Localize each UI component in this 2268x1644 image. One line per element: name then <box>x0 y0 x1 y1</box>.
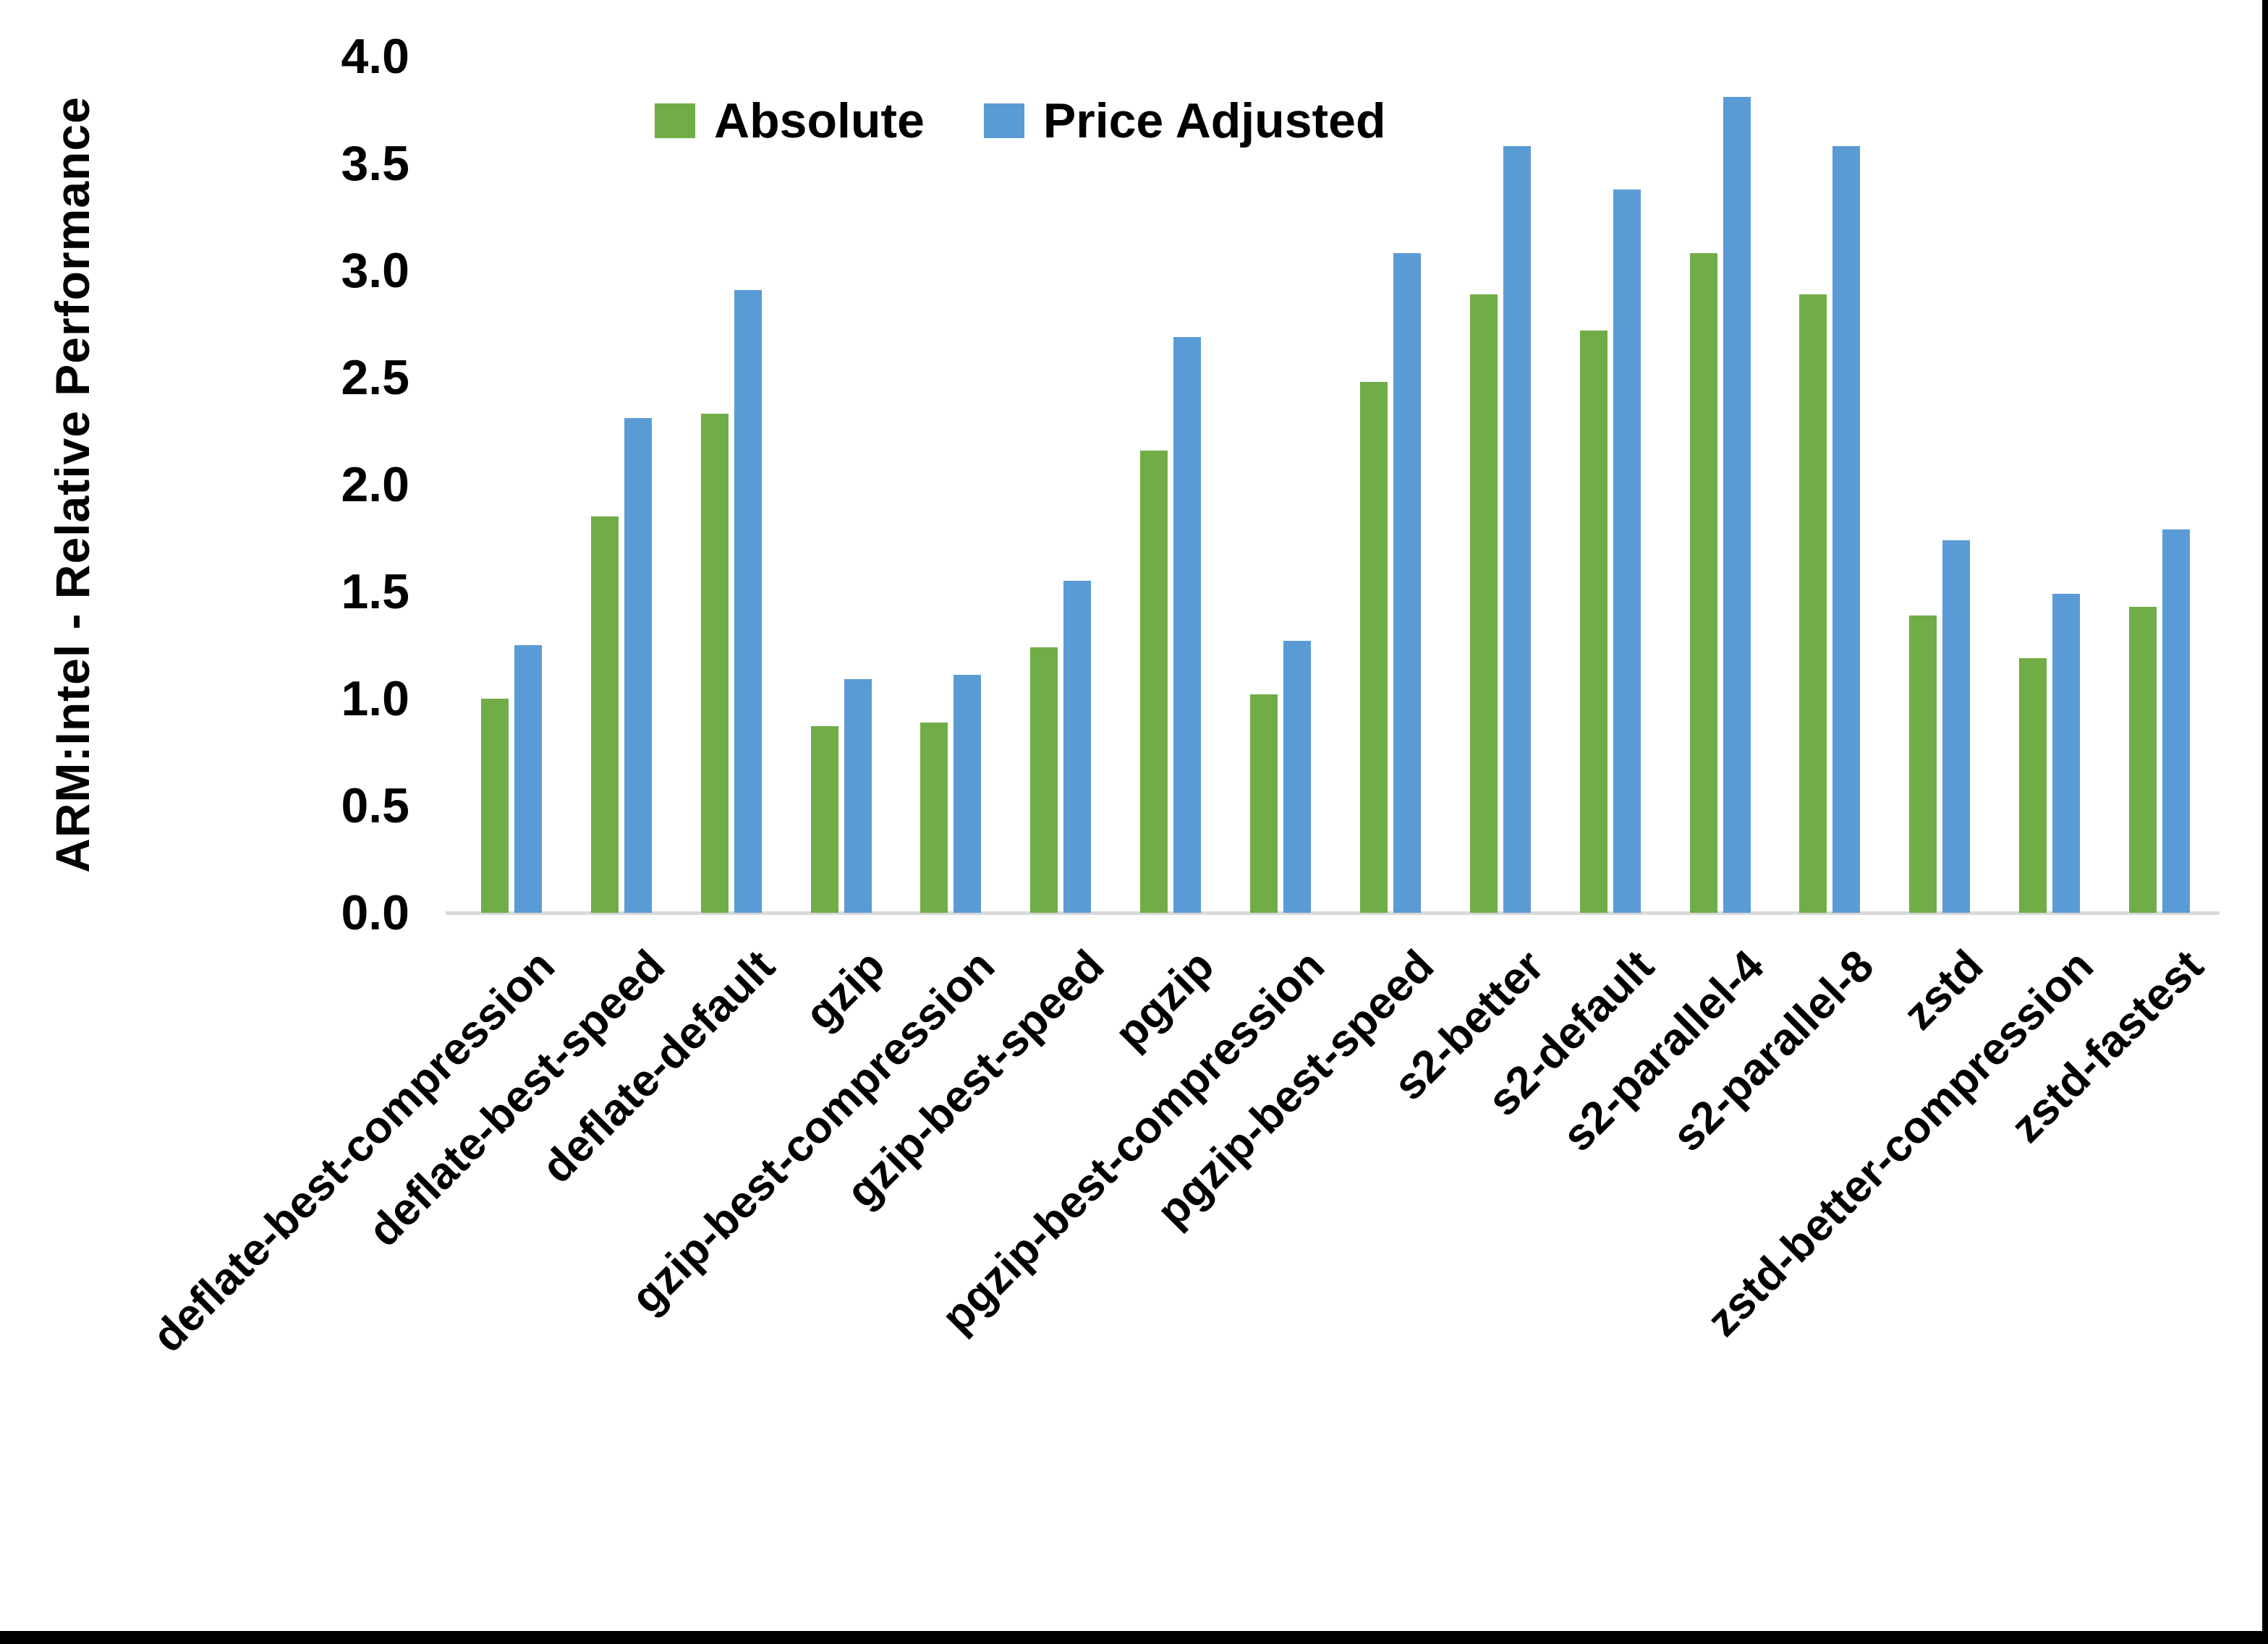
bar-absolute-s2-parallel-8 <box>1799 294 1827 913</box>
bar-absolute-s2-better <box>1470 294 1498 913</box>
bar-absolute-zstd-fastest <box>2129 607 2157 913</box>
bar-price-adjusted-zstd <box>1942 540 1970 913</box>
bar-absolute-pgzip-best-compression <box>1250 694 1278 913</box>
bar-absolute-deflate-best-compression <box>481 699 509 913</box>
x-category-label-gzip: gzip <box>795 940 895 1040</box>
bar-price-adjusted-gzip <box>844 679 872 913</box>
bar-price-adjusted-zstd-fastest <box>2162 529 2190 913</box>
y-tick-label: 3.5 <box>341 136 409 191</box>
bar-price-adjusted-zstd-better-compression <box>2052 594 2080 913</box>
y-tick-label: 2.0 <box>341 457 409 512</box>
window-border-bottom <box>0 1631 2268 1644</box>
y-tick-label: 0.0 <box>341 885 409 940</box>
bar-absolute-s2-parallel-4 <box>1690 253 1717 913</box>
bar-price-adjusted-s2-parallel-8 <box>1832 146 1860 913</box>
price-adjusted-series-swatch-icon <box>983 103 1024 138</box>
bar-price-adjusted-gzip-best-compression <box>954 675 981 913</box>
absolute-series-swatch-icon <box>655 103 695 138</box>
y-tick-label: 3.0 <box>341 243 409 298</box>
bar-price-adjusted-s2-better <box>1503 146 1531 913</box>
bar-price-adjusted-deflate-default <box>734 290 762 913</box>
legend-label-price-adjusted: Price Adjusted <box>1042 93 1386 148</box>
y-tick-label: 1.0 <box>341 671 409 726</box>
bar-price-adjusted-gzip-best-speed <box>1063 581 1091 913</box>
bar-absolute-gzip <box>811 726 838 913</box>
bar-absolute-zstd-better-compression <box>2019 658 2047 913</box>
bar-price-adjusted-pgzip-best-speed <box>1393 253 1421 913</box>
x-category-label-zstd: zstd <box>1894 940 1993 1040</box>
legend-label-absolute: Absolute <box>714 93 925 148</box>
y-tick-label: 4.0 <box>341 29 409 84</box>
bar-price-adjusted-pgzip <box>1173 337 1201 913</box>
x-category-label-deflate-best-compression: deflate-best-compression <box>143 940 565 1363</box>
legend-item-price-adjusted: Price Adjusted <box>983 93 1386 149</box>
bar-absolute-s2-default <box>1580 331 1607 913</box>
bar-absolute-gzip-best-compression <box>920 723 948 913</box>
bar-absolute-deflate-default <box>701 414 729 913</box>
bar-absolute-pgzip <box>1140 451 1168 913</box>
bar-absolute-pgzip-best-speed <box>1360 382 1388 913</box>
y-axis-title: ARM:Intel - Relative Performance <box>46 96 99 873</box>
bar-price-adjusted-deflate-best-speed <box>624 418 652 913</box>
bar-price-adjusted-s2-default <box>1613 189 1641 913</box>
legend-item-absolute: Absolute <box>655 93 925 149</box>
bar-price-adjusted-pgzip-best-compression <box>1283 641 1311 913</box>
y-tick-label: 2.5 <box>341 350 409 405</box>
bar-price-adjusted-deflate-best-compression <box>514 645 542 913</box>
window-border-right <box>2262 0 2268 1644</box>
bar-absolute-gzip-best-speed <box>1030 647 1058 913</box>
bar-absolute-zstd <box>1909 616 1937 913</box>
legend: Absolute Price Adjusted <box>655 93 1386 149</box>
y-tick-label: 1.5 <box>341 564 409 619</box>
bar-absolute-deflate-best-speed <box>591 516 619 913</box>
y-tick-label: 0.5 <box>341 778 409 833</box>
bar-price-adjusted-s2-parallel-4 <box>1723 97 1751 913</box>
x-axis-line <box>446 911 2220 915</box>
